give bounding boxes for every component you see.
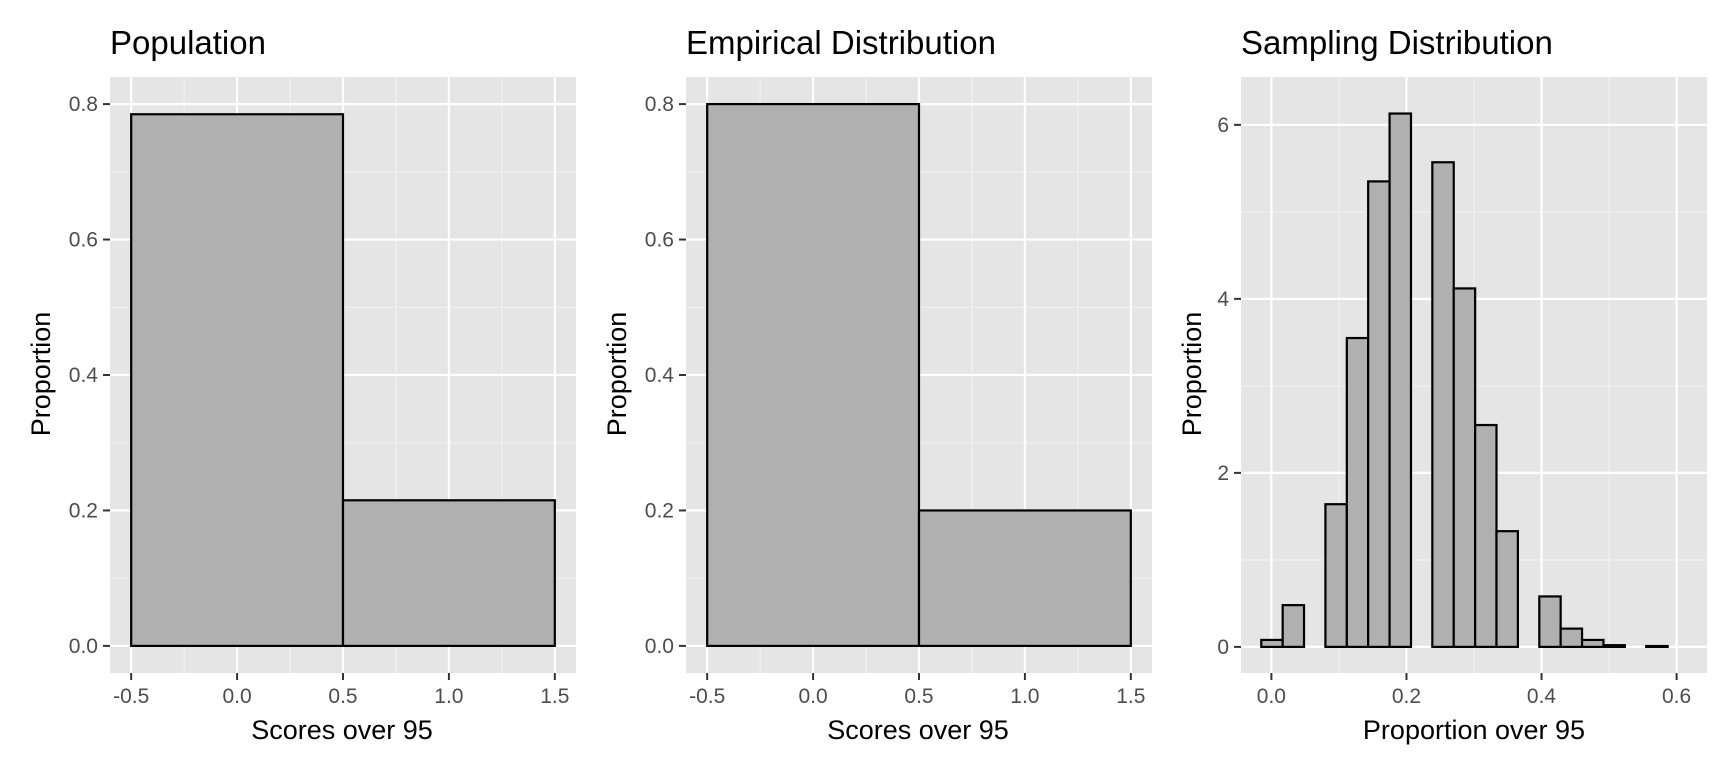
- y-tick-label: 4: [1217, 288, 1229, 311]
- panel-empirical-distribution: Empirical Distribution -0.5 0.0 0.5 1.0 1.5 0…: [602, 24, 1152, 745]
- histogram-bar: [1345, 336, 1370, 648]
- histogram-bar: [130, 113, 345, 648]
- y-tick-label: 0: [1217, 636, 1229, 659]
- y-tick-label: 0.2: [69, 499, 98, 522]
- y-axis-title: Proportion: [1177, 312, 1207, 437]
- histogram-bar: [917, 509, 1132, 648]
- x-tick-label: 0.0: [1257, 685, 1286, 708]
- panel-population: Population -0.5 0.0 0.5 1.0 1.5 0.0 0.2 0.4 0.6 0…: [26, 24, 576, 745]
- y-tick-label: 6: [1217, 114, 1229, 137]
- x-tick-label: 0.5: [904, 685, 933, 708]
- y-tick-label: 0.4: [645, 364, 675, 387]
- x-tick-label: -0.5: [689, 685, 725, 708]
- y-axis-title: Proportion: [602, 312, 632, 437]
- x-tick-label: 1.5: [540, 685, 569, 708]
- plot-area: 0.0 0.2 0.4 0.6 0 2 4 6: [1217, 77, 1707, 708]
- histogram-bar: [341, 499, 556, 648]
- histogram-bar: [1538, 595, 1562, 648]
- histogram-bar: [1602, 644, 1626, 648]
- y-tick-label: 0.4: [69, 364, 99, 387]
- histogram-bar: [1260, 638, 1284, 648]
- histogram-bar: [1580, 638, 1605, 648]
- panel-sampling-distribution: Sampling Distribution 0.0 0.2 0.4 0.6 0 2 4 6 P…: [1177, 24, 1707, 745]
- histogram-bar: [1474, 423, 1498, 648]
- x-tick-label: 0.0: [222, 685, 251, 708]
- x-axis-title: Scores over 95: [827, 715, 1009, 745]
- y-tick-label: 0.8: [69, 93, 98, 116]
- y-tick-label: 2: [1217, 462, 1229, 485]
- panel-title: Population: [110, 24, 266, 61]
- histogram-bar: [1281, 604, 1306, 648]
- x-axis-title: Proportion over 95: [1363, 715, 1585, 745]
- x-tick-label: -0.5: [113, 685, 149, 708]
- x-tick-label: 0.4: [1527, 685, 1557, 708]
- histogram-bar: [706, 102, 921, 648]
- plot-area: -0.5 0.0 0.5 1.0 1.5 0.0 0.2 0.4 0.6 0.8: [645, 77, 1152, 708]
- histogram-bar: [1452, 287, 1477, 648]
- x-tick-label: 1.0: [1010, 685, 1039, 708]
- histogram-bar: [1388, 112, 1413, 648]
- x-tick-label: 1.0: [434, 685, 463, 708]
- x-tick-label: 0.5: [328, 685, 357, 708]
- x-axis-title: Scores over 95: [251, 715, 433, 745]
- histogram-bar: [1559, 627, 1584, 648]
- y-axis-title: Proportion: [26, 312, 56, 437]
- y-tick-label: 0.2: [645, 499, 674, 522]
- histogram-bar: [1431, 161, 1455, 648]
- y-tick-label: 0.8: [645, 93, 674, 116]
- histogram-bar: [1367, 180, 1391, 648]
- histogram-bar: [1645, 644, 1669, 648]
- x-tick-label: 0.0: [798, 685, 827, 708]
- y-tick-label: 0.6: [645, 229, 674, 252]
- y-tick-label: 0.0: [69, 635, 98, 658]
- x-tick-label: 0.6: [1662, 685, 1691, 708]
- y-tick-label: 0.0: [645, 635, 674, 658]
- x-tick-label: 0.2: [1392, 685, 1421, 708]
- histogram-bar: [1324, 503, 1348, 648]
- histogram-bar: [1495, 530, 1519, 648]
- panel-title: Empirical Distribution: [686, 24, 996, 61]
- y-tick-label: 0.6: [69, 229, 98, 252]
- plot-area: -0.5 0.0 0.5 1.0 1.5 0.0 0.2 0.4 0.6 0.8: [69, 77, 576, 708]
- panel-title: Sampling Distribution: [1241, 24, 1553, 61]
- x-tick-label: 1.5: [1116, 685, 1145, 708]
